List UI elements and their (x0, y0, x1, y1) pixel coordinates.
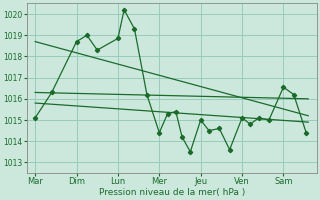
X-axis label: Pression niveau de la mer( hPa ): Pression niveau de la mer( hPa ) (99, 188, 245, 197)
